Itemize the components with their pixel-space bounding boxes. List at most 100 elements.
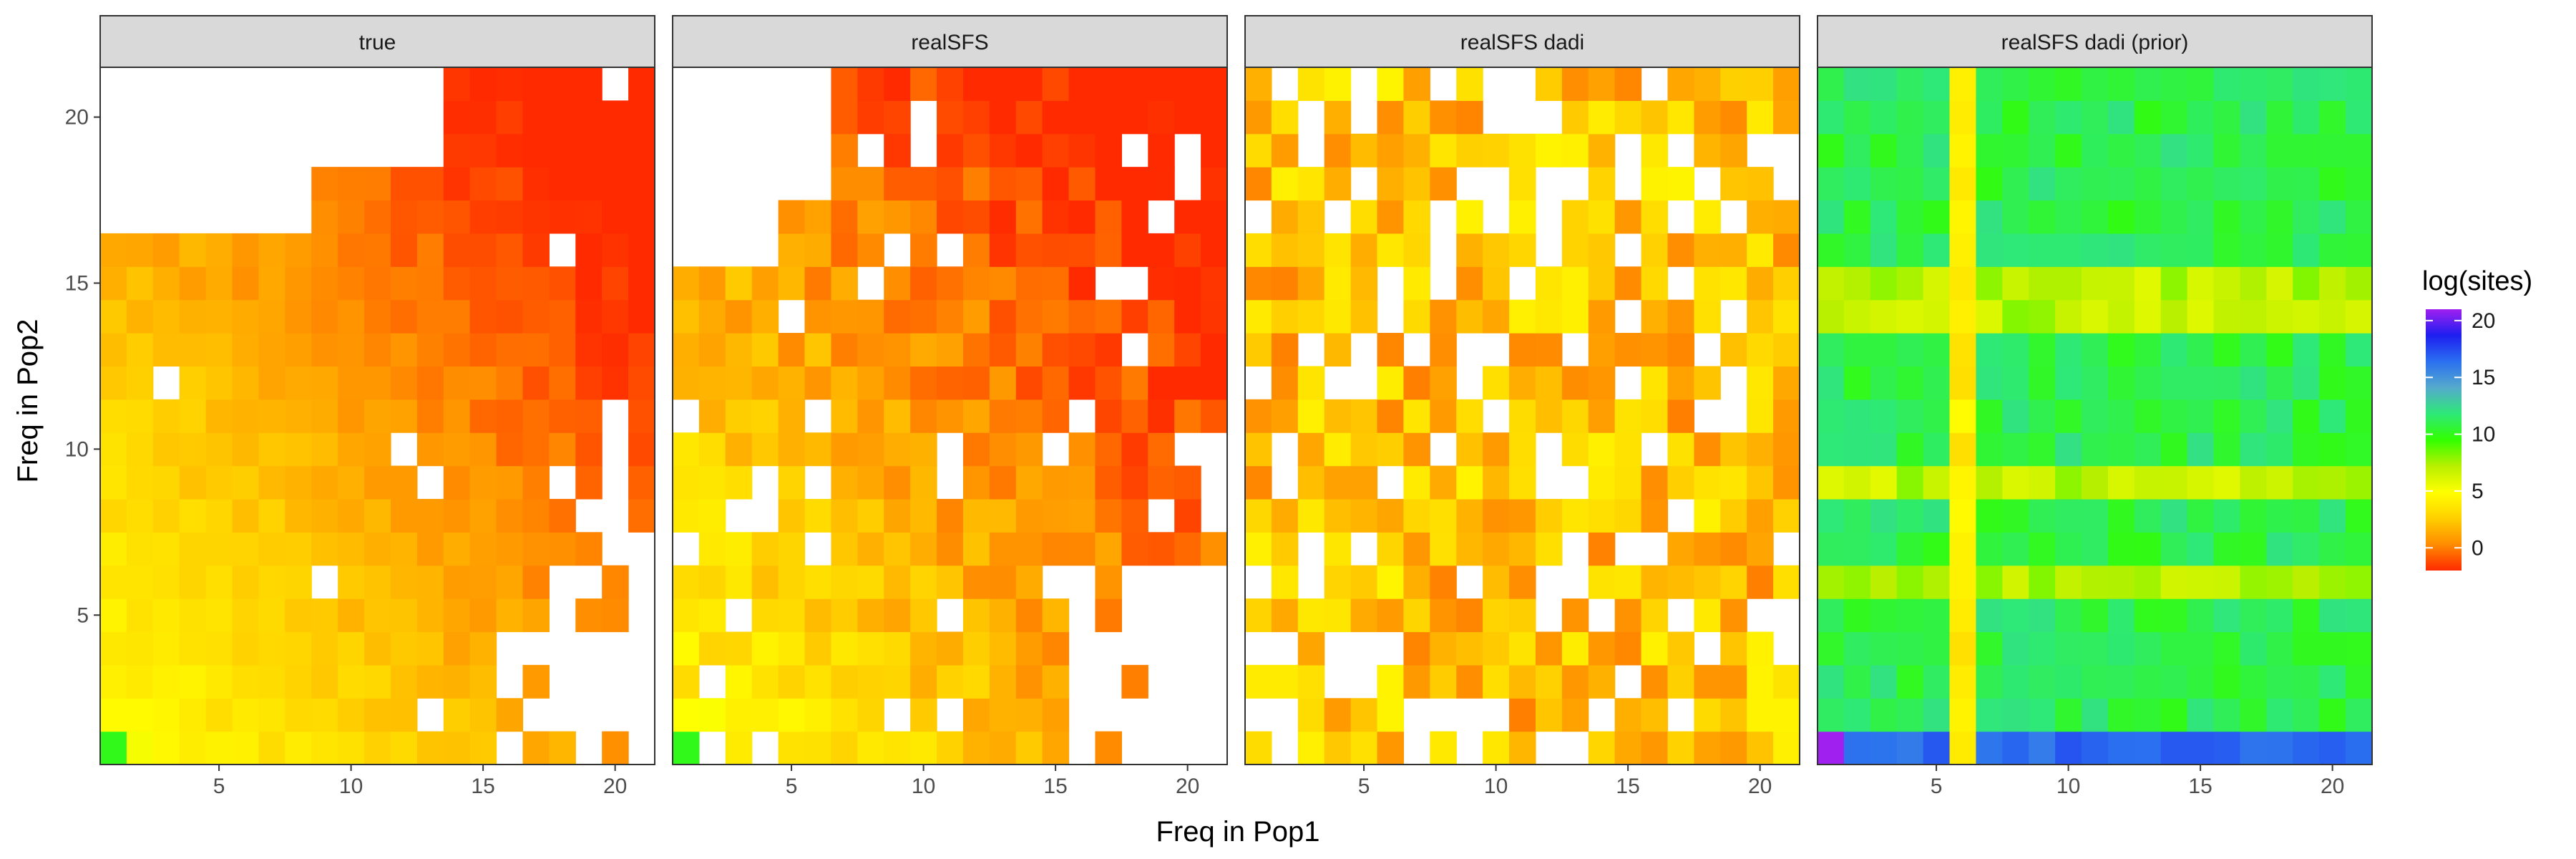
heatmap-cell xyxy=(1148,266,1175,301)
heatmap-cell xyxy=(2240,67,2267,101)
heatmap-cell xyxy=(549,532,576,566)
heatmap-cell xyxy=(443,100,471,135)
heatmap-cell xyxy=(857,233,884,267)
heatmap-cell xyxy=(1896,664,1924,699)
heatmap-cell xyxy=(179,233,207,267)
heatmap-cell xyxy=(2187,67,2215,101)
heatmap-cell xyxy=(2134,67,2162,101)
heatmap-cell xyxy=(416,731,444,765)
heatmap-cell xyxy=(1614,565,1642,599)
heatmap-cell xyxy=(1509,233,1536,267)
facet-realsfs-dadi-prior: realSFS dadi (prior) xyxy=(1817,15,2373,765)
heatmap-cell xyxy=(1720,67,1747,101)
heatmap-cell xyxy=(1377,432,1405,467)
heatmap-cell xyxy=(1818,432,1845,467)
heatmap-cell xyxy=(2346,399,2373,433)
heatmap-cell xyxy=(1042,698,1070,732)
heatmap-cell xyxy=(2187,565,2215,599)
heatmap-cell xyxy=(1174,498,1201,533)
heatmap-cell xyxy=(1843,266,1871,301)
heatmap-cell xyxy=(884,366,911,400)
heatmap-cell xyxy=(1535,266,1563,301)
heatmap-cell xyxy=(1614,631,1642,666)
heatmap-cell xyxy=(1720,266,1747,301)
heatmap-cell xyxy=(338,565,365,599)
heatmap-cell xyxy=(910,565,937,599)
heatmap-cell xyxy=(2107,133,2135,168)
heatmap-cell xyxy=(2002,399,2029,433)
heatmap-cell xyxy=(1614,598,1642,633)
heatmap-cell xyxy=(1870,532,1898,566)
heatmap-cell xyxy=(602,731,629,765)
heatmap-cell xyxy=(2266,498,2293,533)
heatmap-cell xyxy=(1747,399,1774,433)
heatmap-cell xyxy=(2266,366,2293,400)
heatmap-cell xyxy=(2240,399,2267,433)
heatmap-cell xyxy=(311,200,338,234)
heatmap-cell xyxy=(1201,233,1228,267)
heatmap-cell xyxy=(989,598,1017,633)
heatmap-cell xyxy=(1350,432,1378,467)
heatmap-cell xyxy=(831,698,858,732)
heatmap-cell xyxy=(2346,266,2373,301)
heatmap-cell xyxy=(2187,631,2215,666)
heatmap-cell xyxy=(628,366,655,400)
heatmap-cell xyxy=(673,698,700,732)
heatmap-cell xyxy=(1509,133,1536,168)
heatmap-cell xyxy=(2029,167,2056,201)
heatmap-cell xyxy=(205,631,233,666)
heatmap-cell xyxy=(937,731,964,765)
heatmap-cell xyxy=(1870,399,1898,433)
heatmap-cell xyxy=(1509,167,1536,201)
heatmap-cell xyxy=(884,67,911,101)
heatmap-cell xyxy=(2082,664,2109,699)
heatmap-cell xyxy=(1148,399,1175,433)
heatmap-cell xyxy=(2082,299,2109,334)
heatmap-cell xyxy=(2082,399,2109,433)
x-tick-label: 5 xyxy=(1358,775,1370,798)
heatmap-cell xyxy=(152,299,180,334)
heatmap-cell xyxy=(1174,333,1201,367)
heatmap-cell xyxy=(1201,100,1228,135)
heatmap-cell xyxy=(338,498,365,533)
heatmap-cell xyxy=(1641,266,1669,301)
heatmap-cell xyxy=(338,266,365,301)
heatmap-cell xyxy=(831,299,858,334)
heatmap-cell xyxy=(1923,565,1951,599)
heatmap-cell xyxy=(285,233,312,267)
heatmap-cell xyxy=(1976,698,2003,732)
heatmap-cell xyxy=(496,532,524,566)
heatmap-cell xyxy=(575,167,602,201)
heatmap-cell xyxy=(910,299,937,334)
heatmap-cell xyxy=(205,664,233,699)
heatmap-cell xyxy=(2266,399,2293,433)
heatmap-cell xyxy=(416,366,444,400)
heatmap-cell xyxy=(522,498,550,533)
heatmap-cell xyxy=(1403,465,1430,500)
heatmap-cell xyxy=(390,598,418,633)
heatmap-cell xyxy=(910,67,937,101)
heatmap-cell xyxy=(2134,731,2162,765)
heatmap-cell xyxy=(778,698,806,732)
heatmap-cell xyxy=(2055,233,2082,267)
heatmap-cell xyxy=(416,200,444,234)
heatmap-cell xyxy=(338,333,365,367)
heatmap-cell xyxy=(2107,664,2135,699)
heatmap-cell xyxy=(1377,698,1405,732)
heatmap-cell xyxy=(1667,67,1694,101)
heatmap-cell xyxy=(416,167,444,201)
heatmap-cell xyxy=(1923,100,1951,135)
heatmap-cell xyxy=(857,664,884,699)
heatmap-cell xyxy=(2319,233,2346,267)
heatmap-cell xyxy=(1667,399,1694,433)
heatmap-cell xyxy=(884,200,911,234)
legend-colorbar xyxy=(2426,309,2462,571)
heatmap-cell xyxy=(1015,366,1043,400)
heatmap-cell xyxy=(2160,465,2188,500)
heatmap-cell xyxy=(1297,67,1325,101)
heatmap-cell xyxy=(2002,299,2029,334)
heatmap-cell xyxy=(725,664,753,699)
heatmap-cell xyxy=(364,200,391,234)
heatmap-cell xyxy=(126,399,154,433)
heatmap-cell xyxy=(2107,266,2135,301)
